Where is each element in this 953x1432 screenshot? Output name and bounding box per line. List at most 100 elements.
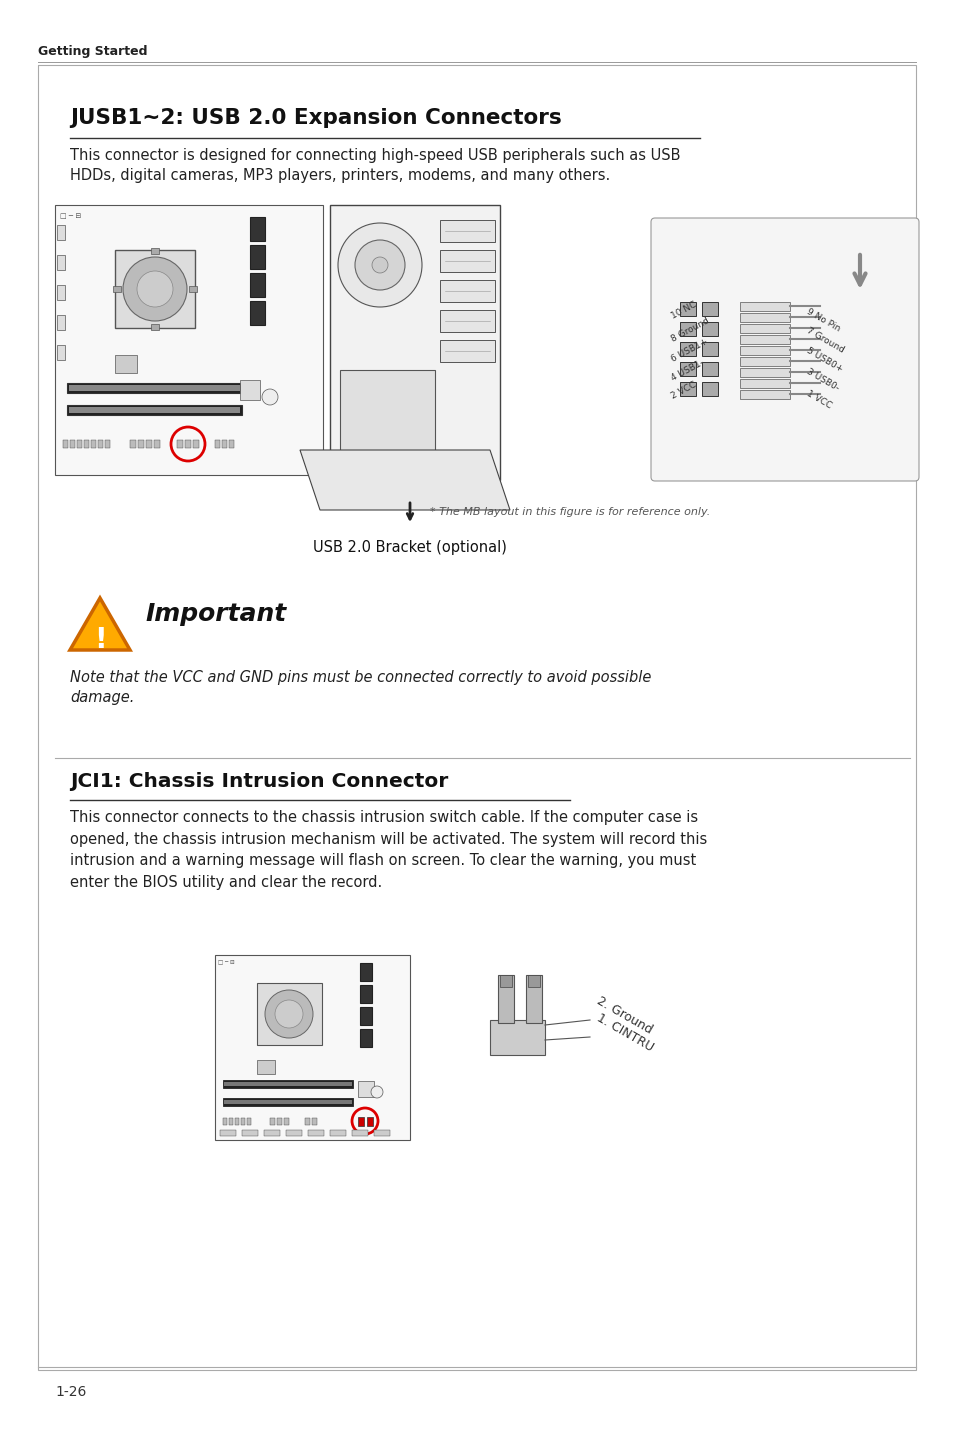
Bar <box>740 357 789 367</box>
Bar <box>527 975 539 987</box>
Circle shape <box>355 241 405 291</box>
Bar <box>151 248 159 253</box>
Bar <box>91 440 96 448</box>
Bar <box>276 1118 282 1126</box>
Bar <box>98 440 103 448</box>
Text: 10 NC: 10 NC <box>669 299 698 321</box>
Text: 3 USB0-: 3 USB0- <box>804 367 840 392</box>
Text: 1. CINTRU: 1. CINTRU <box>595 1011 656 1054</box>
Text: JCI1: Chassis Intrusion Connector: JCI1: Chassis Intrusion Connector <box>70 772 448 790</box>
Bar <box>189 286 196 292</box>
Text: damage.: damage. <box>70 690 134 705</box>
Bar <box>740 347 789 355</box>
Bar <box>740 390 789 400</box>
Bar <box>222 440 227 448</box>
Bar <box>224 1083 352 1085</box>
Bar <box>439 251 495 272</box>
Bar <box>359 985 372 1002</box>
Bar <box>740 314 789 322</box>
Bar <box>105 440 110 448</box>
Bar <box>339 369 435 470</box>
Bar <box>250 218 265 241</box>
Bar <box>84 440 89 448</box>
Bar <box>193 440 199 448</box>
Bar <box>679 362 696 377</box>
Bar <box>679 382 696 397</box>
Bar <box>439 281 495 302</box>
Bar <box>679 342 696 357</box>
Text: This connector connects to the chassis intrusion switch cable. If the computer c: This connector connects to the chassis i… <box>70 811 706 889</box>
Circle shape <box>337 223 421 306</box>
Bar <box>224 1100 352 1104</box>
Bar <box>151 324 159 329</box>
Text: 8 Ground: 8 Ground <box>669 316 710 344</box>
Bar <box>256 982 322 1045</box>
Bar <box>220 1130 235 1136</box>
Text: 2. Ground: 2. Ground <box>595 994 655 1037</box>
Bar <box>67 405 242 415</box>
Bar <box>701 362 718 377</box>
Bar <box>679 302 696 316</box>
Circle shape <box>372 256 388 274</box>
Text: 4 USB1-: 4 USB1- <box>669 358 705 382</box>
Text: This connector is designed for connecting high-speed USB peripherals such as USB: This connector is designed for connectin… <box>70 147 679 163</box>
Circle shape <box>262 390 277 405</box>
Bar <box>57 315 65 329</box>
Bar <box>374 1130 390 1136</box>
Text: 2 VCC: 2 VCC <box>669 379 698 401</box>
Text: Note that the VCC and GND pins must be connected correctly to avoid possible: Note that the VCC and GND pins must be c… <box>70 670 651 684</box>
Circle shape <box>274 1000 303 1028</box>
Bar <box>229 440 233 448</box>
Bar <box>740 368 789 377</box>
Bar <box>57 285 65 299</box>
Text: 7 Ground: 7 Ground <box>804 325 845 354</box>
Bar <box>525 975 541 1022</box>
Bar <box>63 440 68 448</box>
Text: !: ! <box>93 626 106 654</box>
Bar <box>146 440 152 448</box>
Text: □ ─ ⊟: □ ─ ⊟ <box>218 959 234 965</box>
Bar <box>223 1098 353 1106</box>
Text: □ ─ ⊟: □ ─ ⊟ <box>60 213 81 219</box>
FancyBboxPatch shape <box>650 218 918 481</box>
Bar <box>330 1130 346 1136</box>
Bar <box>357 1117 364 1126</box>
Bar <box>679 322 696 337</box>
Text: USB 2.0 Bracket (optional): USB 2.0 Bracket (optional) <box>313 540 506 556</box>
Bar <box>439 221 495 242</box>
Bar <box>250 301 265 325</box>
Bar <box>701 322 718 337</box>
Bar <box>214 955 410 1140</box>
Bar <box>247 1118 251 1126</box>
Bar <box>241 1118 245 1126</box>
Bar <box>223 1080 353 1088</box>
Bar <box>701 302 718 316</box>
Bar <box>439 309 495 332</box>
Bar <box>55 205 323 475</box>
Bar <box>234 1118 239 1126</box>
Bar <box>264 1130 280 1136</box>
Polygon shape <box>299 450 510 510</box>
Bar <box>70 440 75 448</box>
Bar <box>250 245 265 269</box>
Bar <box>701 382 718 397</box>
Bar <box>439 339 495 362</box>
Bar <box>242 1130 257 1136</box>
Bar <box>250 274 265 296</box>
Bar <box>330 205 499 480</box>
Bar <box>185 440 191 448</box>
Bar <box>305 1118 310 1126</box>
Bar <box>312 1118 316 1126</box>
Bar <box>367 1117 373 1126</box>
Text: * The MB layout in this figure is for reference only.: * The MB layout in this figure is for re… <box>430 507 709 517</box>
Circle shape <box>123 256 187 321</box>
Bar <box>112 286 121 292</box>
Circle shape <box>137 271 172 306</box>
Bar <box>57 225 65 241</box>
Bar <box>214 440 220 448</box>
Bar <box>67 382 242 392</box>
Bar <box>130 440 136 448</box>
Bar <box>359 962 372 981</box>
Bar <box>115 251 194 328</box>
Bar <box>240 379 260 400</box>
